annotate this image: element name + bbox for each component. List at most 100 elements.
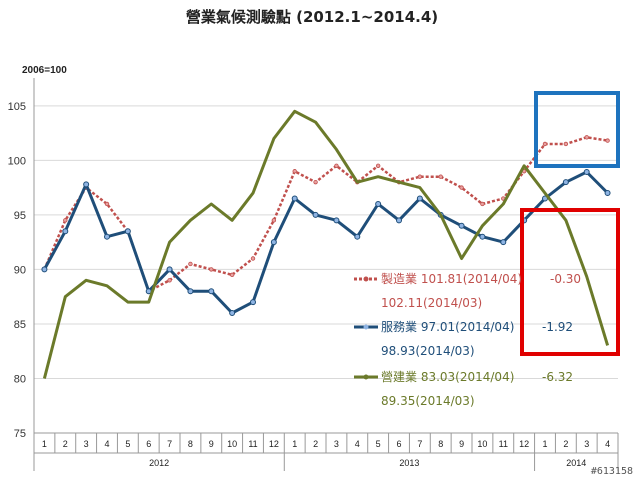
y-axis-ticks: 75 80 85 90 95 100 105 xyxy=(8,78,35,440)
legend-change-value: -0.30 xyxy=(550,272,581,286)
x-tick-month: 2 xyxy=(313,439,318,449)
x-tick-month: 2 xyxy=(563,439,568,449)
y-gridlines xyxy=(34,105,618,434)
data-point xyxy=(83,181,90,188)
highlight-box-red xyxy=(520,208,620,356)
data-point xyxy=(124,228,131,235)
x-tick-month: 3 xyxy=(584,439,589,449)
data-point xyxy=(480,201,485,207)
x-tick-month: 2 xyxy=(63,439,68,449)
y-tick-label: 90 xyxy=(14,264,26,276)
x-tick-month: 10 xyxy=(227,439,237,449)
data-point xyxy=(333,217,340,224)
data-point xyxy=(166,266,173,273)
data-point xyxy=(313,179,318,185)
x-tick-month: 5 xyxy=(125,439,130,449)
x-tick-year: 2012 xyxy=(149,458,169,468)
x-tick-month: 1 xyxy=(542,439,547,449)
x-tick-month: 8 xyxy=(188,439,193,449)
chart-title: 營業氣候測驗點 (2012.1~2014.4) xyxy=(186,8,438,26)
data-point xyxy=(188,261,193,267)
x-tick-month: 11 xyxy=(248,439,257,449)
data-point xyxy=(584,135,589,140)
x-tick-month: 4 xyxy=(355,439,360,449)
x-tick-month: 12 xyxy=(519,439,529,449)
data-point xyxy=(416,195,423,202)
data-point xyxy=(417,174,423,179)
x-tick-month: 8 xyxy=(438,439,443,449)
data-point xyxy=(312,211,319,218)
legend-previous-value: 98.93(2014/03) xyxy=(381,344,475,358)
watermark: #613158 xyxy=(591,466,633,477)
x-tick-month: 6 xyxy=(396,439,401,449)
data-point xyxy=(438,174,443,179)
data-point xyxy=(229,310,236,317)
data-point xyxy=(209,267,214,272)
data-point xyxy=(375,200,382,207)
legend-previous-value: 89.35(2014/03) xyxy=(381,394,475,408)
data-point xyxy=(63,218,68,223)
data-point xyxy=(459,185,464,190)
data-point xyxy=(604,189,611,196)
y-tick-label: 95 xyxy=(14,210,26,222)
x-tick-year: 2013 xyxy=(399,458,419,468)
data-point xyxy=(250,299,256,306)
data-point xyxy=(500,239,507,246)
x-tick-month: 10 xyxy=(477,439,487,449)
x-tick-month: 9 xyxy=(209,439,214,449)
data-point xyxy=(583,169,590,176)
x-tick-month: 5 xyxy=(376,439,381,449)
legend-previous-value: 102.11(2014/03) xyxy=(381,296,482,310)
legend-annotations: 製造業 101.81(2014/04) 102.11(2014/03) -0.30 服… xyxy=(354,272,581,408)
legend-change-value: -1.92 xyxy=(542,320,573,334)
legend-marker xyxy=(363,374,369,380)
data-point xyxy=(334,163,339,168)
data-point xyxy=(458,222,465,229)
x-tick-month: 11 xyxy=(499,439,508,449)
legend-current-value: 營建業 83.03(2014/04) xyxy=(381,370,514,384)
data-point xyxy=(104,233,110,240)
x-tick-month: 6 xyxy=(146,439,151,449)
y-tick-label: 85 xyxy=(14,319,26,331)
legend-marker xyxy=(363,276,369,282)
x-tick-month: 4 xyxy=(605,439,610,449)
unit-label: 2006=100 xyxy=(22,65,67,76)
x-tick-month: 4 xyxy=(104,439,109,449)
y-tick-label: 105 xyxy=(8,101,26,113)
data-point xyxy=(62,228,69,235)
data-point xyxy=(250,256,256,261)
data-point xyxy=(292,169,297,174)
data-point xyxy=(542,141,548,147)
series-lines xyxy=(41,109,611,379)
y-tick-label: 80 xyxy=(14,373,26,385)
series-line-3 xyxy=(42,109,610,379)
x-tick-month: 1 xyxy=(42,439,47,449)
legend-current-value: 服務業 97.01(2014/04) xyxy=(381,320,514,334)
y-tick-label: 75 xyxy=(14,428,26,440)
data-point xyxy=(605,138,610,143)
legend-marker xyxy=(363,324,369,330)
x-tick-year: 2014 xyxy=(566,458,586,468)
x-tick-month: 7 xyxy=(167,439,172,449)
highlight-box-blue xyxy=(534,91,620,168)
data-point xyxy=(208,288,215,295)
x-tick-month: 12 xyxy=(269,439,279,449)
x-tick-month: 1 xyxy=(292,439,297,449)
x-tick-month: 7 xyxy=(417,439,422,449)
data-point xyxy=(375,163,381,168)
data-point xyxy=(291,195,298,202)
y-tick-label: 100 xyxy=(8,155,26,167)
legend-current-value: 製造業 101.81(2014/04) xyxy=(381,272,522,286)
data-point xyxy=(270,239,277,246)
data-point xyxy=(187,288,194,295)
data-point xyxy=(563,141,569,147)
x-tick-month: 3 xyxy=(84,439,89,449)
data-point xyxy=(104,201,110,207)
legend-change-value: -6.32 xyxy=(542,370,573,384)
data-point xyxy=(396,217,402,224)
x-tick-month: 9 xyxy=(459,439,464,449)
data-point xyxy=(479,233,486,240)
data-point xyxy=(271,218,277,223)
